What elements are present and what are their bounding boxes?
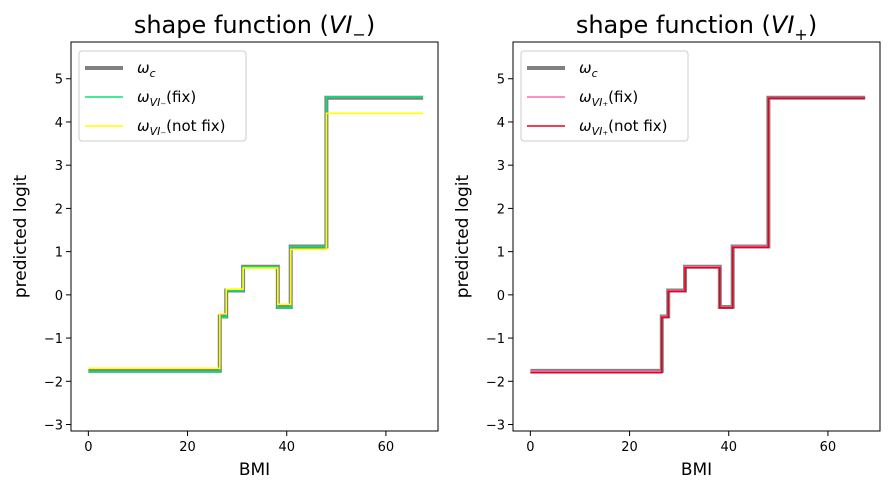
legend-label-subscript: VI₋ — [150, 125, 167, 138]
series-line-2 — [530, 96, 866, 373]
y-tick-label: 3 — [55, 159, 63, 174]
legend-label-symbol: ω — [137, 117, 150, 135]
legend-box — [78, 50, 247, 142]
chart-panel-2: shape function (VI+) 0 20 40 60 −3 −2 −1 0 1 2 3 4 5 B… — [453, 11, 881, 480]
plot-frame — [512, 41, 881, 432]
chart-title-prefix: shape function ( — [134, 11, 329, 39]
y-tick-label: −1 — [486, 332, 505, 347]
legend-label-suffix: (not fix) — [166, 117, 225, 135]
y-tick-label: −3 — [44, 419, 63, 434]
legend-label-subscript: c — [150, 67, 156, 80]
chart-panel-1: shape function (VI−) 0 20 40 60 −3 −2 −1 0 1 2 3 4 5 B… — [11, 11, 439, 480]
chart-title-suffix: ) — [808, 11, 817, 39]
y-tick-label: 2 — [497, 202, 505, 217]
y-tick-label: 5 — [497, 73, 505, 88]
y-tick-label: −2 — [486, 375, 505, 390]
series-line-3 — [530, 97, 866, 374]
y-tick-label: 1 — [497, 246, 505, 261]
y-tick-label: −3 — [486, 419, 505, 434]
chart-title-suffix: ) — [366, 11, 375, 39]
series-group — [88, 95, 424, 373]
legend-label-3: ωVI₋(not fix) — [137, 117, 226, 138]
chart-title-subscript: − — [352, 25, 365, 44]
legend-label-suffix: (fix) — [608, 88, 638, 106]
legend-label-3: ωVI₊(not fix) — [579, 117, 668, 138]
legend-label-2: ωVI₋(fix) — [137, 88, 196, 109]
legend-label-1: ωc — [579, 59, 598, 80]
x-tick-label: 60 — [820, 440, 837, 455]
legend-box — [520, 50, 689, 142]
legend-label-2: ωVI₊(fix) — [579, 88, 638, 109]
y-tick-label: −1 — [44, 332, 63, 347]
legend-label-symbol: ω — [137, 59, 150, 77]
y-tick-label: 5 — [55, 73, 63, 88]
plot-frame — [70, 41, 439, 432]
legend-label-subscript: c — [592, 67, 598, 80]
series-group — [530, 95, 866, 374]
chart-title: shape function (VI−) — [134, 11, 375, 44]
chart-title: shape function (VI+) — [576, 11, 817, 44]
y-tick-label: 2 — [55, 202, 63, 217]
chart-title-symbol: VI — [771, 11, 795, 39]
x-tick-label: 60 — [378, 440, 395, 455]
legend-label-symbol: ω — [579, 117, 592, 135]
x-tick-label: 0 — [84, 440, 92, 455]
y-axis-label: predicted logit — [453, 174, 473, 298]
legend-label-suffix: (fix) — [166, 88, 196, 106]
chart-title-symbol: VI — [329, 11, 353, 39]
legend-label-symbol: ω — [579, 59, 592, 77]
series-line-3 — [88, 112, 424, 370]
y-tick-label: −2 — [44, 375, 63, 390]
x-axis-label: BMI — [681, 460, 712, 480]
y-tick-label: 1 — [55, 246, 63, 261]
legend-label-symbol: ω — [579, 88, 592, 106]
x-axis-label: BMI — [239, 460, 270, 480]
x-tick-label: 0 — [526, 440, 534, 455]
y-tick-label: 4 — [55, 116, 63, 131]
legend-label-subscript: VI₋ — [150, 96, 167, 109]
x-tick-label: 20 — [621, 440, 638, 455]
legend-label-subscript: VI₊ — [592, 125, 609, 138]
legend-label-subscript: VI₊ — [592, 96, 609, 109]
x-tick-label: 20 — [179, 440, 196, 455]
y-tick-label: 4 — [497, 116, 505, 131]
legend-label-symbol: ω — [137, 88, 150, 106]
x-tick-label: 40 — [720, 440, 737, 455]
series-line-2 — [88, 96, 424, 373]
legend-label-1: ωc — [137, 59, 156, 80]
y-tick-label: 3 — [497, 159, 505, 174]
legend-label-suffix: (not fix) — [608, 117, 667, 135]
y-tick-label: 0 — [497, 289, 505, 304]
y-axis-label: predicted logit — [11, 174, 31, 298]
x-tick-label: 40 — [278, 440, 295, 455]
y-tick-label: 0 — [55, 289, 63, 304]
chart-title-prefix: shape function ( — [576, 11, 771, 39]
chart-title-subscript: + — [794, 25, 807, 44]
